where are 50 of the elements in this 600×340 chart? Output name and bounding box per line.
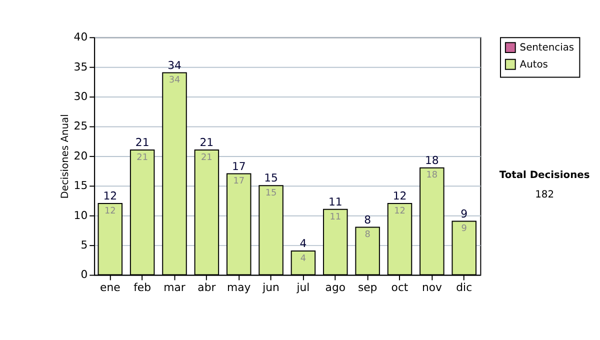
y-tick-label: 40 bbox=[74, 30, 88, 44]
y-axis-title: Decisiones Anual bbox=[60, 114, 71, 199]
legend-label: Autos bbox=[520, 59, 548, 70]
y-tick-label: 10 bbox=[74, 208, 88, 222]
x-tick-label: oct bbox=[391, 281, 408, 294]
total-label: 9 bbox=[460, 207, 468, 220]
total-label: 21 bbox=[200, 136, 214, 150]
text: Total Decisiones bbox=[499, 170, 590, 181]
total-label: 21 bbox=[135, 136, 150, 150]
x-tick-label: nov bbox=[422, 281, 442, 294]
y-tick-label: 20 bbox=[74, 149, 88, 162]
y-tick-label: 5 bbox=[80, 238, 88, 252]
data-label: 17 bbox=[233, 176, 245, 187]
y-tick-label: 15 bbox=[74, 179, 88, 192]
total-label: 12 bbox=[103, 190, 118, 203]
data-label: 4 bbox=[300, 254, 306, 264]
x-tick-label: dic bbox=[456, 281, 472, 294]
x-tick-label: ene bbox=[100, 281, 121, 294]
data-label: 21 bbox=[136, 152, 148, 163]
y-tick-label: 25 bbox=[74, 120, 88, 133]
total-label: 15 bbox=[264, 172, 278, 185]
data-label: 18 bbox=[426, 170, 438, 181]
text: 182 bbox=[535, 190, 554, 201]
data-label: 8 bbox=[364, 230, 371, 240]
total-label: 34 bbox=[168, 58, 182, 72]
data-label: 9 bbox=[461, 224, 468, 234]
total-label: 17 bbox=[232, 160, 246, 173]
total-label: 18 bbox=[425, 154, 439, 167]
x-tick-label: jul bbox=[296, 281, 310, 294]
y-tick-label: 35 bbox=[74, 60, 88, 74]
data-label: 34 bbox=[168, 76, 180, 86]
data-label: 12 bbox=[394, 206, 406, 216]
x-tick-label: mar bbox=[164, 281, 186, 294]
data-label: 12 bbox=[104, 206, 116, 216]
total-label: 8 bbox=[364, 213, 372, 226]
data-label: 21 bbox=[201, 152, 212, 163]
x-tick-label: may bbox=[227, 281, 252, 294]
y-tick-label: 30 bbox=[74, 90, 88, 104]
y-tick-label: 0 bbox=[80, 268, 88, 282]
x-tick-label: sep bbox=[358, 281, 378, 294]
total-label: 11 bbox=[328, 195, 342, 208]
data-label: 15 bbox=[265, 188, 277, 199]
x-tick-label: abr bbox=[198, 281, 216, 294]
total-label: 12 bbox=[392, 190, 407, 203]
legend-label: Sentencias bbox=[520, 42, 574, 54]
x-tick-label: jun bbox=[262, 281, 280, 294]
total-label: 4 bbox=[300, 237, 307, 250]
x-tick-label: ago bbox=[325, 281, 346, 294]
data-label: 11 bbox=[330, 212, 342, 222]
x-tick-label: feb bbox=[134, 281, 152, 294]
